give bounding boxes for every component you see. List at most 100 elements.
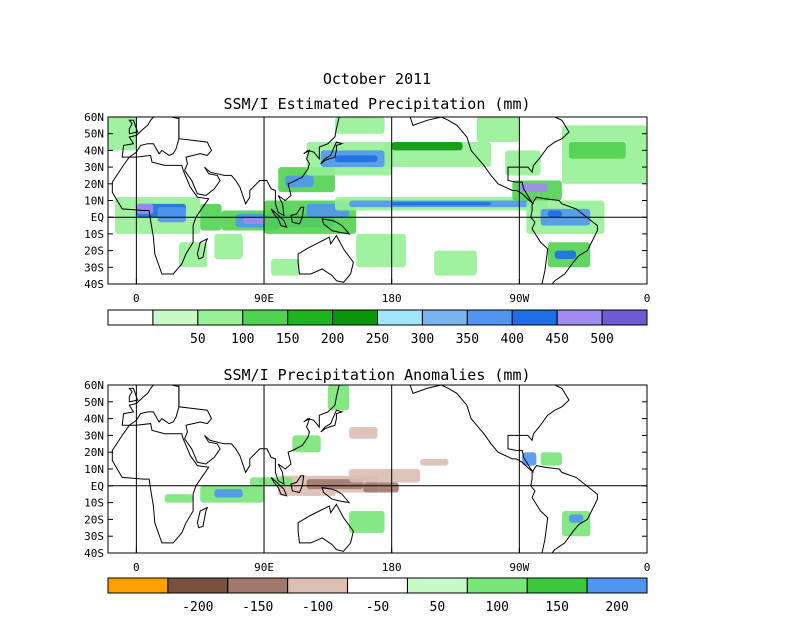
coastline bbox=[270, 477, 288, 497]
field-patch bbox=[349, 427, 378, 439]
colorbar-label: 300 bbox=[411, 332, 434, 347]
colorbar-swatch bbox=[511, 309, 558, 326]
field-patch bbox=[271, 258, 300, 276]
colorbar-swatch bbox=[466, 577, 528, 594]
figure-title: October 2011 bbox=[323, 70, 431, 88]
colorbar-swatch bbox=[227, 577, 289, 594]
colorbar-label: 150 bbox=[276, 332, 299, 347]
colorbar-swatch bbox=[152, 309, 199, 326]
y-tick-label: 10S bbox=[84, 497, 104, 510]
colorbar-label: 200 bbox=[321, 332, 344, 347]
field-patch bbox=[115, 460, 151, 486]
estimated-panel-title: SSM/I Estimated Precipitation (mm) bbox=[223, 95, 530, 113]
coastline bbox=[128, 387, 139, 403]
colorbar-label: 450 bbox=[545, 332, 568, 347]
colorbar-swatch bbox=[242, 309, 289, 326]
colorbar-label: 100 bbox=[231, 332, 254, 347]
x-tick-label: 0 bbox=[133, 561, 140, 574]
y-tick-label: 30N bbox=[84, 429, 104, 442]
y-tick-label: 30S bbox=[84, 261, 104, 274]
y-tick-label: 40S bbox=[84, 547, 104, 560]
x-tick-label: 90W bbox=[509, 561, 529, 574]
coastline bbox=[111, 423, 210, 544]
colorbar-swatch bbox=[197, 309, 244, 326]
field-patch bbox=[519, 183, 548, 193]
field-patch bbox=[363, 482, 399, 493]
x-tick-label: 0 bbox=[133, 292, 140, 305]
colorbar-swatch bbox=[466, 309, 513, 326]
coastline bbox=[321, 486, 351, 504]
colorbar-swatch bbox=[556, 309, 603, 326]
colorbar-swatch bbox=[107, 309, 154, 326]
field-patch bbox=[285, 175, 314, 188]
y-tick-label: 10N bbox=[84, 463, 104, 476]
x-tick-label: 90E bbox=[254, 292, 274, 305]
field-patch bbox=[178, 460, 222, 486]
x-tick-label: 180 bbox=[382, 561, 402, 574]
precipitation-anomaly-colorbar: -200 -150 -100 -50 50 100 150 200 bbox=[107, 577, 648, 615]
field-patch bbox=[356, 233, 406, 268]
y-tick-label: 20N bbox=[84, 178, 104, 191]
field-patch bbox=[522, 452, 537, 466]
coastline bbox=[409, 117, 570, 205]
colorbar-swatch bbox=[167, 577, 229, 594]
colorbar-label: 500 bbox=[590, 332, 613, 347]
field-patch bbox=[476, 117, 520, 143]
y-tick-label: 40N bbox=[84, 413, 104, 426]
x-tick-label: 90W bbox=[509, 292, 529, 305]
estimated-precipitation-colorbar: 50 100 150 200 250 300 350 400 450 500 bbox=[107, 309, 648, 347]
field-patch bbox=[568, 514, 584, 523]
coastlines bbox=[111, 117, 612, 284]
y-tick-label: 20N bbox=[84, 446, 104, 459]
colorbar-label: -150 bbox=[242, 600, 273, 615]
field-patch bbox=[568, 427, 605, 444]
y-tick-label: 50N bbox=[84, 396, 104, 409]
colorbar-swatch bbox=[347, 577, 408, 594]
coastlines bbox=[111, 385, 612, 553]
field-patch bbox=[249, 477, 293, 486]
colorbar-label: -200 bbox=[182, 600, 213, 615]
estimated-precipitation-map: 60N 50N 40N 30N 20N 10N EQ 10S 20S 30S 40S 0 90E 180 9… bbox=[84, 111, 650, 305]
coastline bbox=[297, 503, 354, 552]
field-patch bbox=[554, 250, 577, 259]
field-patch bbox=[214, 233, 243, 259]
field-patch bbox=[136, 203, 154, 214]
field-patch bbox=[334, 117, 385, 134]
y-tick-label: 20S bbox=[84, 513, 104, 526]
field-patch bbox=[476, 494, 534, 520]
field-patch bbox=[540, 452, 562, 466]
colorbar-swatch bbox=[332, 309, 379, 326]
field-patch bbox=[157, 207, 187, 223]
colorbar-label: 50 bbox=[430, 600, 446, 615]
y-tick-label: 30S bbox=[84, 530, 104, 543]
coastline bbox=[320, 409, 344, 433]
y-tick-label: 40S bbox=[84, 278, 104, 291]
field-patch bbox=[214, 489, 243, 498]
field-patch bbox=[391, 142, 463, 151]
field-patch bbox=[349, 469, 421, 483]
field-patch bbox=[334, 155, 378, 163]
colorbar-label: 150 bbox=[545, 600, 568, 615]
colorbar-label: 350 bbox=[456, 332, 479, 347]
field-patch bbox=[604, 427, 640, 453]
colorbar-label: 50 bbox=[190, 332, 206, 347]
colorbar-swatch bbox=[107, 577, 169, 594]
coastline bbox=[196, 506, 209, 529]
coastline bbox=[270, 208, 288, 228]
y-tick-label: 50N bbox=[84, 128, 104, 141]
colorbar-swatch bbox=[421, 309, 468, 326]
field-patch bbox=[349, 511, 385, 533]
coastline bbox=[178, 117, 340, 217]
field-patch bbox=[164, 494, 194, 503]
coastline bbox=[321, 218, 351, 235]
field-patch bbox=[178, 242, 208, 268]
field-patch bbox=[561, 511, 591, 537]
coastline bbox=[297, 234, 354, 283]
x-tick-label: 0 bbox=[644, 561, 651, 574]
colorbar-swatch bbox=[287, 577, 349, 594]
field-patch bbox=[434, 250, 477, 276]
precipitation-anomaly-map: 60N 50N 40N 30N 20N 10N EQ 10S 20S 30S 40S 0 90E 180 9… bbox=[84, 379, 650, 574]
colorbar-label: 400 bbox=[501, 332, 524, 347]
field-patch bbox=[108, 117, 137, 151]
coastline bbox=[128, 119, 139, 135]
